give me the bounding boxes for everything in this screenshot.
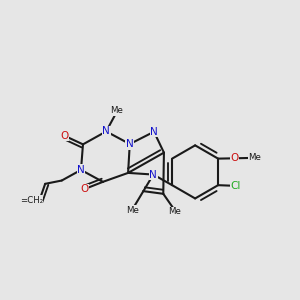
- Text: N: N: [150, 127, 158, 137]
- Text: Me: Me: [168, 207, 181, 216]
- Text: O: O: [60, 131, 68, 141]
- Text: N: N: [149, 169, 157, 180]
- Text: N: N: [77, 165, 85, 175]
- Text: =CH₂: =CH₂: [20, 196, 43, 205]
- Text: O: O: [80, 184, 88, 194]
- Text: N: N: [102, 126, 110, 136]
- Text: Me: Me: [126, 206, 139, 215]
- Text: Me: Me: [110, 106, 123, 115]
- Text: Cl: Cl: [230, 181, 241, 191]
- Text: N: N: [126, 139, 134, 149]
- Text: O: O: [231, 153, 239, 163]
- Text: Me: Me: [248, 154, 261, 163]
